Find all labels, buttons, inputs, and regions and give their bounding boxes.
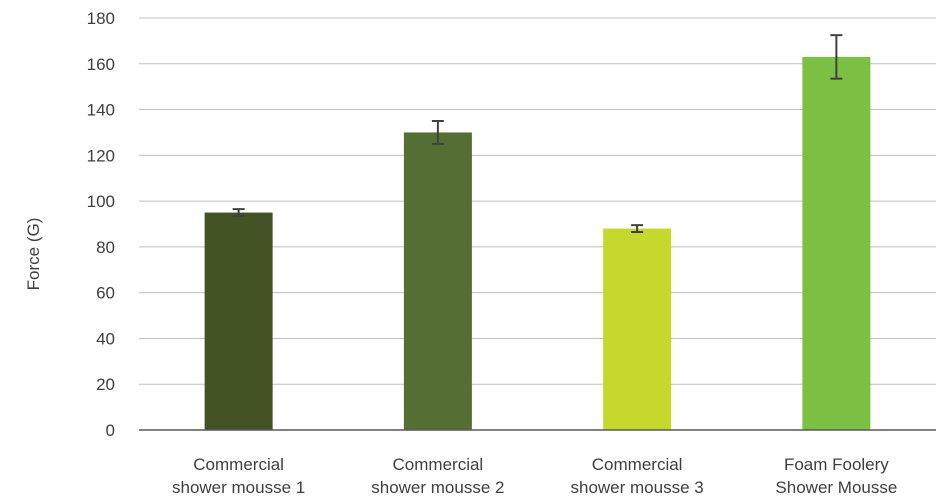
bar: [802, 56, 871, 431]
y-tick-label: 40: [96, 329, 115, 348]
y-tick-label: 100: [87, 192, 115, 211]
y-axis-label: Force (G): [24, 218, 43, 291]
y-tick-label: 120: [87, 146, 115, 165]
y-axis-ticks: 0 20 40 60 80 100 120 140 160 180: [87, 9, 115, 440]
error-bar: [232, 208, 245, 217]
y-tick-label: 180: [87, 9, 115, 28]
x-category-label: Commercial shower mousse 3: [571, 455, 704, 497]
bar: [603, 228, 672, 430]
x-category-label: Commercial shower mousse 1: [172, 455, 305, 497]
y-tick-label: 0: [106, 421, 115, 440]
y-tick-label: 60: [96, 284, 115, 303]
error-bar: [631, 224, 644, 234]
bar: [204, 212, 273, 430]
y-tick-label: 140: [87, 101, 115, 120]
y-tick-label: 80: [96, 238, 115, 257]
error-bar: [431, 120, 444, 145]
x-axis-categories: Commercial shower mousse 1 Commercial showe…: [172, 455, 897, 497]
error-bars: [232, 34, 843, 234]
bars: [204, 56, 871, 431]
x-category-label: Foam Foolery Shower Mousse: [775, 455, 897, 497]
y-tick-label: 160: [87, 55, 115, 74]
bar: [403, 132, 472, 430]
y-tick-label: 20: [96, 375, 115, 394]
x-category-label: Commercial shower mousse 2: [371, 455, 504, 497]
error-bar: [830, 34, 843, 80]
